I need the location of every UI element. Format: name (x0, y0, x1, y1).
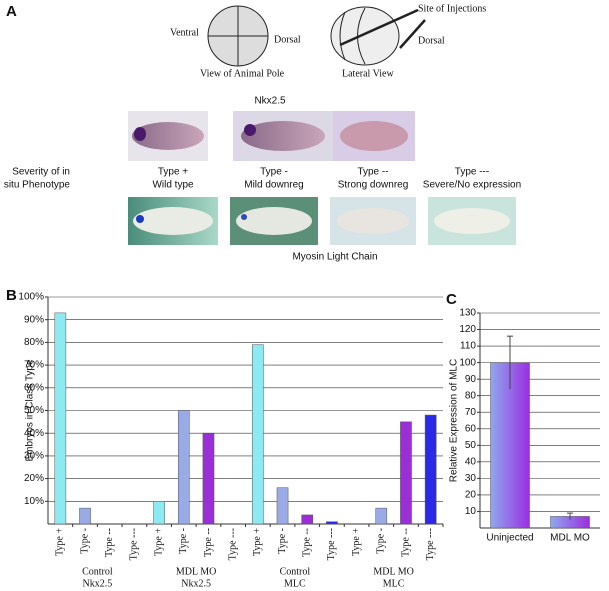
bar (301, 514, 314, 525)
y-tick-label: 70 (465, 407, 477, 418)
x-tick-label: Type - (79, 528, 90, 554)
label: View of Animal Pole (200, 68, 285, 79)
y-tick-label: 100% (18, 292, 44, 303)
label: Ventral (170, 27, 199, 38)
x-tick-label: Type -- (302, 528, 313, 557)
bar (177, 410, 190, 525)
y-tick-label: 10% (24, 496, 44, 507)
group-label: MLC (284, 578, 306, 589)
y-tick-label: 90 (465, 374, 477, 385)
type-label: Severe/No expression (423, 180, 521, 191)
x-tick-label: Type -- (203, 528, 214, 557)
y-tick-label: 120 (459, 324, 476, 335)
embryo-images (128, 111, 516, 245)
bar (276, 487, 289, 525)
y-tick-label: 30% (24, 451, 44, 462)
group-label: MDL MO (373, 566, 413, 577)
y-tick-label: 20% (24, 473, 44, 484)
group-label: MDL MO (176, 566, 216, 577)
y-tick-label: 20 (465, 490, 477, 501)
y-tick-label: 40% (24, 428, 44, 439)
x-tick-label: Type --- (326, 528, 337, 560)
panel-letter: B (6, 287, 17, 304)
label: Myosin Light Chain (292, 252, 377, 263)
bar (153, 501, 165, 525)
x-tick-label: Type --- (129, 528, 140, 560)
y-tick-label: 50% (24, 405, 44, 416)
type-label: Mild downreg (244, 180, 303, 191)
y-tick-label: 30 (465, 473, 477, 484)
label: Site of Injections (418, 3, 486, 14)
bar (79, 507, 91, 525)
y-tick-label: 70% (24, 360, 44, 371)
label: Dorsal (418, 35, 445, 46)
y-tick-label: 80 (465, 390, 477, 401)
bar (400, 421, 412, 525)
x-tick-label: Type + (252, 528, 263, 556)
bar (54, 312, 67, 525)
type-label: Strong downreg (338, 180, 409, 191)
bar (375, 507, 388, 525)
x-tick-label: Type + (55, 528, 66, 556)
y-axis-label: Embryos in Class Type (25, 359, 36, 462)
x-tick-label: Type + (153, 528, 164, 556)
label: situ Phenotype (4, 180, 71, 191)
egg-sketch (207, 5, 426, 67)
x-tick-label: Type -- (400, 528, 411, 557)
x-tick-label: Type - (178, 528, 189, 554)
y-axis-label: Relative Expression of MLC (449, 359, 460, 482)
panel-letter: C (446, 291, 457, 308)
x-tick-label: Uninjected (486, 533, 533, 544)
y-tick-label: 60 (465, 423, 477, 434)
label: Nkx2.5 (254, 96, 286, 107)
type-label: Type - (260, 167, 288, 178)
group-label: Nkx2.5 (181, 578, 211, 589)
label: Severity of in (12, 167, 70, 178)
x-tick-label: Type - (376, 528, 387, 554)
x-tick-label: Type - (277, 528, 288, 554)
group-label: MLC (383, 578, 405, 589)
bar (326, 521, 338, 525)
x-tick-label: Type --- (425, 528, 436, 560)
y-tick-label: 40 (465, 456, 477, 467)
bar (490, 362, 530, 529)
label: Dorsal (274, 34, 301, 45)
x-tick-label: Type + (351, 528, 362, 556)
bar (252, 344, 264, 525)
type-label: Type --- (455, 167, 489, 178)
group-label: Nkx2.5 (83, 578, 113, 589)
y-tick-label: 90% (24, 314, 44, 325)
bar (424, 414, 437, 525)
y-tick-label: 50 (465, 440, 477, 451)
x-tick-label: MDL MO (550, 533, 590, 544)
bar (202, 432, 215, 525)
type-label: Wild type (152, 180, 194, 191)
x-tick-label: Type -- (104, 528, 115, 557)
y-tick-label: 10 (465, 506, 477, 517)
group-label: Control (280, 566, 311, 577)
y-tick-label: 80% (24, 337, 44, 348)
y-tick-label: 130 (459, 308, 476, 319)
y-tick-label: 100 (459, 357, 476, 368)
x-tick-label: Type --- (227, 528, 238, 560)
label: Lateral View (342, 68, 394, 79)
panel-letter: A (6, 3, 17, 20)
group-label: Control (82, 566, 113, 577)
y-tick-label: 60% (24, 382, 44, 393)
type-label: Type + (158, 167, 188, 178)
type-label: Type -- (357, 167, 388, 178)
y-tick-label: 110 (460, 341, 476, 352)
